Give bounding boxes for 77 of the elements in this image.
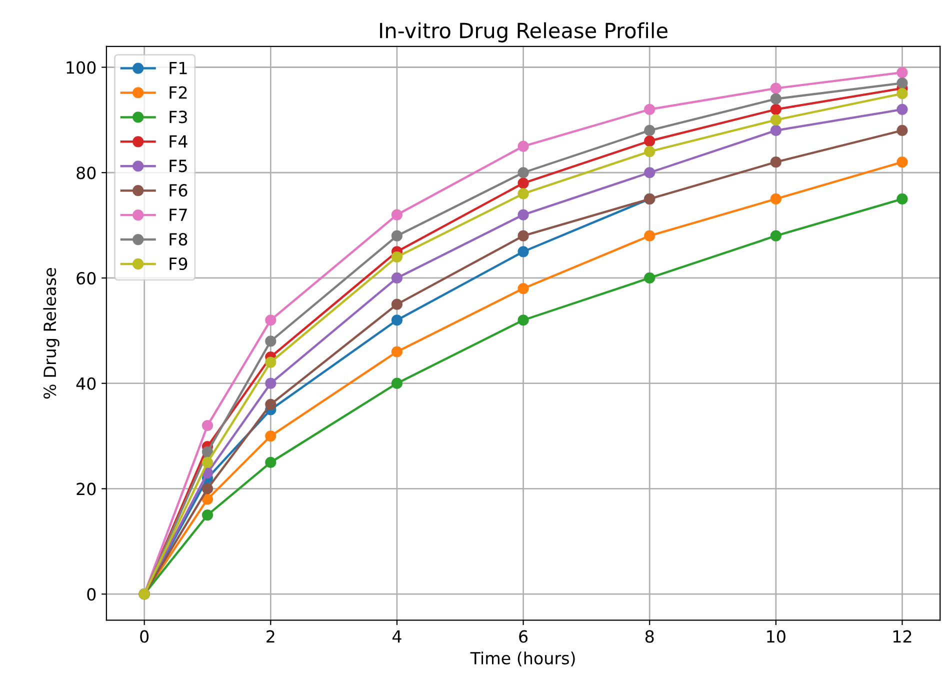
x-axis-title: Time (hours) <box>470 652 575 666</box>
legend-label: F9 <box>170 257 188 270</box>
point <box>518 140 529 152</box>
point <box>896 66 908 78</box>
point <box>265 378 276 389</box>
y-axis-title: % Drug Release <box>43 268 60 399</box>
y-tick-label: 0 <box>87 588 96 601</box>
point <box>770 156 782 168</box>
legend-label: F3 <box>170 110 187 124</box>
point <box>265 430 276 442</box>
point <box>202 446 214 458</box>
point <box>391 251 403 262</box>
point <box>644 146 656 158</box>
y-tick-label: 100 <box>66 61 96 74</box>
point <box>265 456 276 468</box>
point <box>202 483 214 494</box>
point <box>518 178 529 189</box>
point <box>518 282 529 294</box>
point <box>265 356 276 368</box>
point <box>770 93 782 104</box>
point <box>770 114 782 126</box>
point <box>391 298 403 310</box>
point <box>518 314 529 326</box>
point <box>265 336 276 347</box>
point <box>391 272 403 284</box>
y-tick-label: 20 <box>76 482 96 496</box>
legend-label: F5 <box>170 160 187 172</box>
point <box>896 88 908 100</box>
chart-title: In-vitro Drug Release Profile <box>380 22 668 42</box>
x-tick-label: 2 <box>266 630 274 643</box>
point <box>518 230 529 242</box>
point <box>518 167 529 178</box>
point <box>644 167 656 178</box>
point <box>391 314 403 326</box>
point <box>644 104 656 115</box>
point <box>391 209 403 220</box>
legend-label: F4 <box>170 135 188 148</box>
point <box>518 209 529 220</box>
point <box>391 346 403 358</box>
point <box>518 188 529 200</box>
x-tick-label: 8 <box>645 630 654 643</box>
point <box>202 510 214 521</box>
point <box>896 156 908 168</box>
point <box>644 124 656 136</box>
point <box>770 193 782 205</box>
x-tick-label: 12 <box>893 630 912 643</box>
x-tick-label: 4 <box>392 630 402 643</box>
point <box>391 378 403 389</box>
point <box>265 314 276 326</box>
point <box>644 135 656 147</box>
y-tick-label: 40 <box>76 377 96 390</box>
point <box>202 456 214 468</box>
legend-label: F1 <box>170 62 187 74</box>
legend-label: F6 <box>170 184 188 197</box>
legend-label: F8 <box>170 232 188 246</box>
legend-label: F2 <box>170 86 187 99</box>
point <box>202 420 214 432</box>
point <box>896 104 908 115</box>
point <box>644 230 656 242</box>
point <box>896 78 908 89</box>
y-tick-label: 80 <box>76 166 96 180</box>
point <box>770 124 782 136</box>
x-tick-label: 0 <box>140 630 149 643</box>
point <box>896 193 908 205</box>
point <box>770 82 782 94</box>
x-tick-label: 6 <box>519 630 528 643</box>
point <box>644 272 656 284</box>
point <box>391 230 403 242</box>
legend-label: F7 <box>170 208 187 221</box>
x-tick-label: 10 <box>767 630 786 643</box>
point <box>265 398 276 410</box>
y-tick-label: 60 <box>76 272 96 285</box>
point <box>518 246 529 258</box>
point <box>770 104 782 115</box>
point <box>896 124 908 136</box>
point <box>770 230 782 242</box>
point <box>202 494 214 505</box>
